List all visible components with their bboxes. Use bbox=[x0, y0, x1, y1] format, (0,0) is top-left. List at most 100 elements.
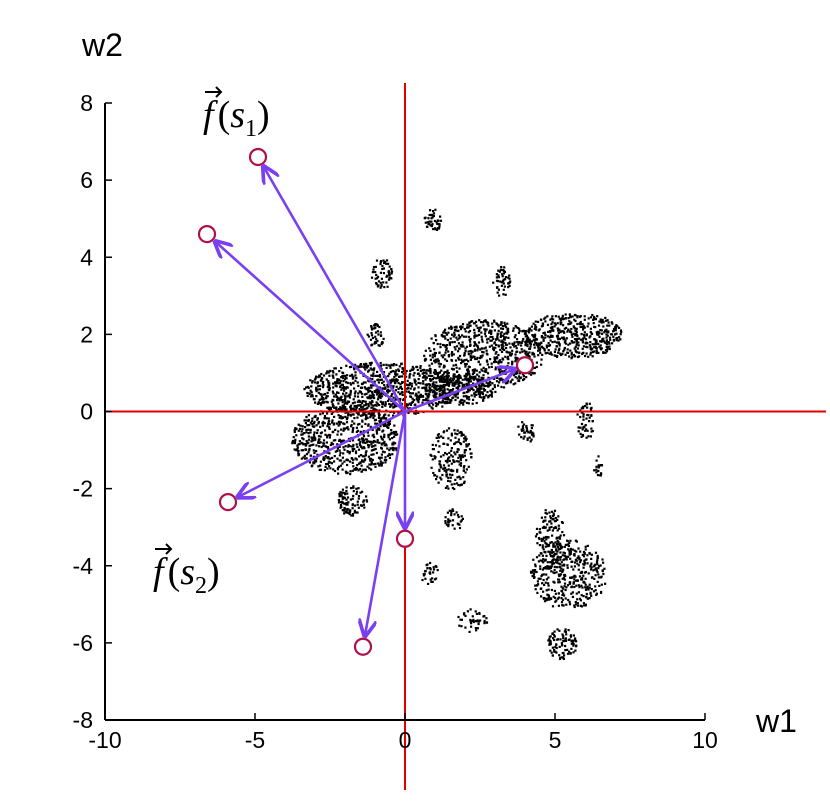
data-point bbox=[438, 390, 441, 393]
data-point bbox=[343, 493, 347, 496]
data-point bbox=[432, 389, 435, 392]
data-point bbox=[359, 430, 362, 433]
data-point bbox=[587, 435, 590, 438]
data-point bbox=[561, 352, 564, 356]
data-point bbox=[424, 221, 427, 224]
data-point bbox=[358, 442, 361, 445]
data-point bbox=[444, 516, 447, 519]
data-point bbox=[316, 418, 319, 421]
data-point bbox=[419, 367, 422, 370]
data-point bbox=[429, 453, 432, 456]
data-point bbox=[446, 398, 449, 401]
data-point bbox=[434, 456, 437, 459]
data-point bbox=[574, 319, 577, 323]
data-point bbox=[456, 392, 459, 395]
data-point bbox=[472, 618, 475, 621]
data-point bbox=[413, 378, 416, 381]
data-point bbox=[560, 521, 564, 524]
data-point bbox=[374, 331, 378, 334]
data-point bbox=[410, 382, 413, 385]
data-point bbox=[438, 371, 441, 374]
data-point bbox=[605, 350, 609, 353]
data-point bbox=[598, 584, 601, 587]
data-point bbox=[338, 495, 341, 498]
data-point bbox=[462, 455, 465, 458]
data-point bbox=[310, 444, 313, 447]
data-point bbox=[508, 274, 511, 277]
data-point bbox=[574, 314, 577, 317]
data-point bbox=[399, 383, 402, 386]
data-point bbox=[454, 359, 458, 362]
data-point bbox=[434, 387, 437, 390]
data-point bbox=[584, 429, 587, 432]
data-point bbox=[613, 327, 616, 330]
data-point bbox=[473, 331, 476, 334]
data-point bbox=[459, 401, 463, 405]
data-point bbox=[463, 383, 466, 386]
data-point bbox=[445, 349, 448, 352]
data-point bbox=[452, 335, 455, 338]
data-point bbox=[447, 464, 450, 467]
data-point bbox=[583, 560, 586, 563]
data-point bbox=[338, 459, 341, 462]
data-point bbox=[472, 378, 475, 381]
data-point bbox=[577, 341, 580, 344]
data-point bbox=[417, 381, 420, 384]
data-point bbox=[544, 542, 547, 545]
data-point bbox=[530, 329, 533, 332]
data-point bbox=[443, 354, 446, 357]
data-point bbox=[376, 427, 380, 430]
data-point bbox=[474, 627, 477, 630]
data-point bbox=[431, 407, 434, 410]
data-point bbox=[586, 406, 589, 409]
data-point bbox=[345, 486, 348, 489]
data-point bbox=[364, 468, 367, 471]
data-point bbox=[395, 369, 398, 372]
data-point bbox=[456, 448, 459, 451]
data-point bbox=[570, 353, 573, 356]
data-point bbox=[344, 408, 347, 411]
data-point bbox=[484, 369, 487, 372]
data-point bbox=[497, 288, 500, 291]
data-point bbox=[489, 381, 492, 384]
data-point bbox=[461, 334, 464, 337]
data-point bbox=[411, 400, 414, 403]
data-point bbox=[364, 368, 367, 371]
data-point bbox=[456, 429, 459, 432]
data-point bbox=[357, 399, 360, 402]
data-point bbox=[524, 344, 527, 347]
data-point bbox=[538, 348, 541, 351]
data-point bbox=[313, 420, 316, 423]
data-point bbox=[559, 551, 562, 554]
data-point bbox=[560, 601, 564, 604]
data-point bbox=[599, 591, 603, 594]
data-point bbox=[475, 629, 478, 632]
data-point bbox=[476, 349, 479, 352]
data-point bbox=[551, 341, 554, 344]
data-point bbox=[470, 387, 473, 390]
data-point bbox=[538, 343, 541, 346]
data-point bbox=[597, 455, 600, 458]
data-point bbox=[437, 388, 440, 391]
data-point bbox=[479, 619, 482, 622]
data-point bbox=[352, 381, 355, 384]
data-point bbox=[370, 443, 373, 446]
data-point bbox=[544, 581, 547, 584]
data-point bbox=[544, 519, 547, 522]
data-point bbox=[540, 336, 543, 339]
data-point bbox=[387, 399, 390, 402]
data-point bbox=[326, 401, 329, 404]
data-point bbox=[352, 465, 355, 468]
data-point bbox=[416, 365, 419, 368]
data-point bbox=[614, 333, 617, 336]
data-point bbox=[546, 598, 549, 601]
data-point bbox=[533, 327, 536, 330]
data-point bbox=[619, 333, 622, 336]
data-point bbox=[372, 439, 376, 443]
data-point bbox=[336, 391, 339, 394]
data-point bbox=[473, 395, 476, 398]
data-point bbox=[463, 354, 466, 357]
data-point bbox=[357, 404, 360, 407]
data-point bbox=[354, 371, 357, 374]
data-point bbox=[486, 323, 489, 326]
